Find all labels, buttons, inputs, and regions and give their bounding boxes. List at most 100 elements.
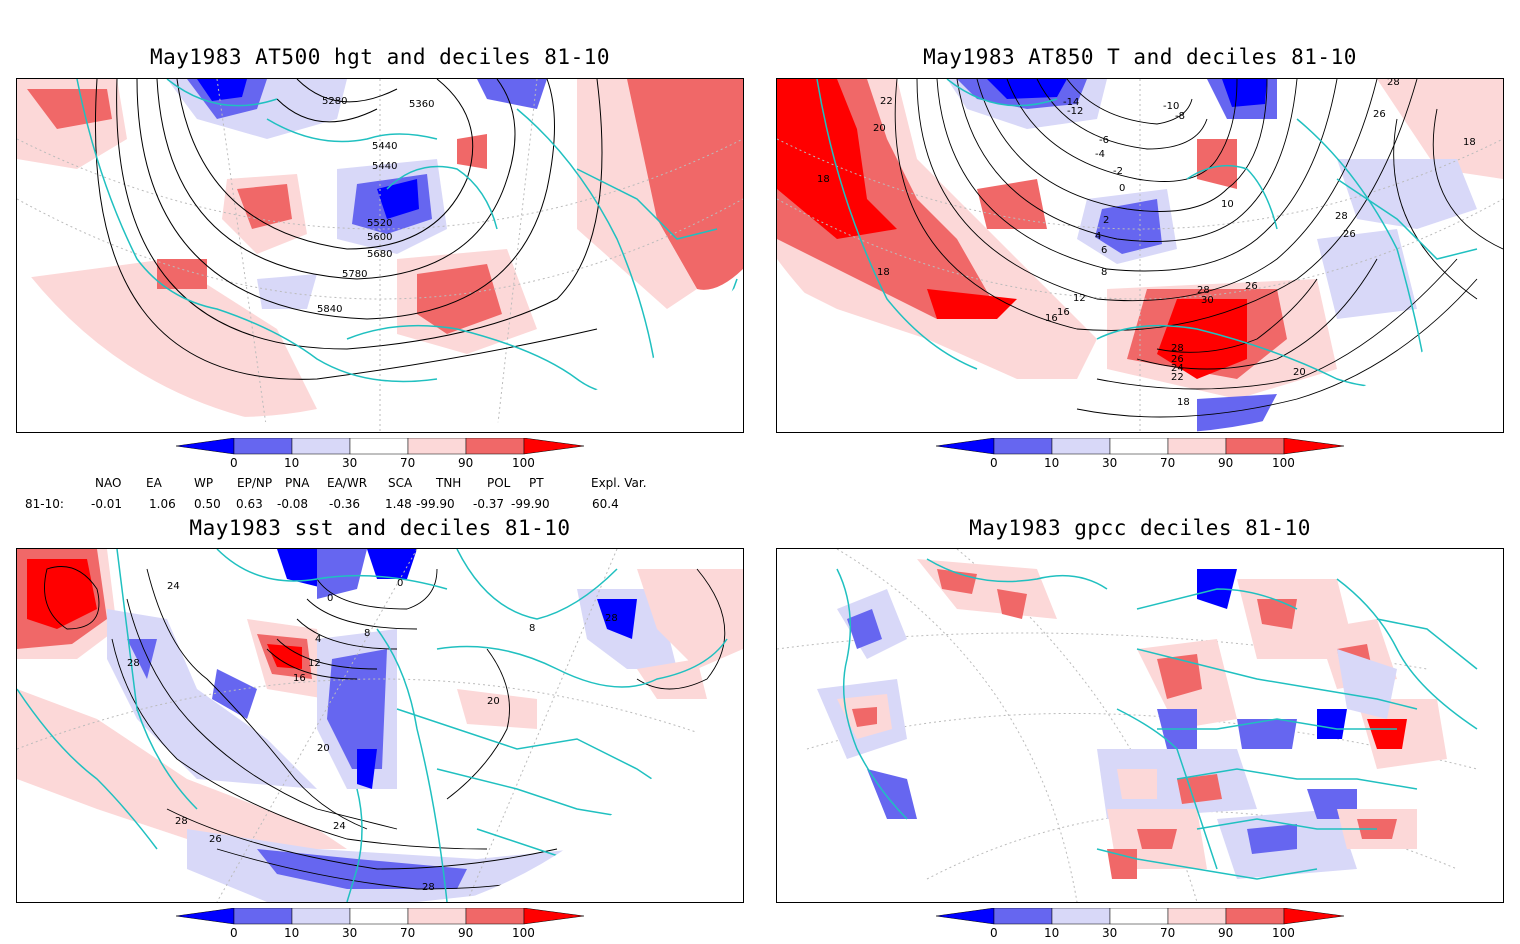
decile-shading [817,559,1447,879]
contour-label: 0 [1119,183,1125,194]
index-header: EA [146,476,162,490]
contour-label: 20 [487,696,500,707]
contour-label: 28 [422,882,435,893]
index-header: NAO [95,476,122,490]
map-panel-t850: 22 20 18 18 16 12 8 6 4 2 0 -2 -4 -6 -8 … [776,78,1504,433]
colorbar-tick: 0 [990,926,998,940]
contour-label: 16 [1045,313,1058,324]
contour-label: 2 [1103,215,1109,226]
index-value: 60.4 [592,497,619,511]
colorbar-tick: 0 [230,926,238,940]
index-header: EA/WR [327,476,368,490]
index-value: 0.50 [194,497,221,511]
contour-label: 8 [364,628,370,639]
panel-title-gpcc: May1983 gpcc deciles 81-10 [969,516,1311,540]
index-value: 0.63 [236,497,263,511]
index-header: WP [194,476,214,490]
index-header: Expl. Var. [591,476,647,490]
contour-label: 5440 [372,161,397,172]
index-header: SCA [388,476,413,490]
colorbar-tick: 70 [400,926,415,940]
contour-label: 28 [127,658,140,669]
colorbar-tick: 90 [1218,456,1233,470]
colorbar-tick: 10 [284,456,299,470]
contour-label: 18 [877,267,890,278]
contour-label: 28 [1171,343,1184,354]
contour-label: 18 [1177,397,1190,408]
contour-label: 18 [1463,137,1476,148]
contour-label: 8 [529,623,535,634]
map-panel-hgt500: 5280 5360 5440 5440 5520 5600 5680 5780 … [16,78,744,433]
index-header: PT [529,476,544,490]
colorbar-tick: 90 [1218,926,1233,940]
index-value: -0.36 [329,497,361,511]
contour-label: -10 [1163,101,1179,112]
index-header: TNH [436,476,462,490]
contour-label: 0 [327,593,333,604]
contour-label: 5680 [367,249,392,260]
contour-labels: 5280 5360 5440 5440 5520 5600 5680 5780 … [317,96,434,315]
colorbar-tick: 70 [1160,456,1175,470]
colorbar-tick: 30 [1102,456,1117,470]
colorbar-tick: 10 [1044,456,1059,470]
panel-title-hgt500: May1983 AT500 hgt and deciles 81-10 [149,45,611,69]
contour-label: 5840 [317,304,342,315]
coastlines [836,558,1478,880]
contour-label: 5520 [367,218,392,229]
grid-lines [17,549,743,902]
index-header: POL [487,476,511,490]
contour-label: 26 [209,834,222,845]
contour-label: 12 [1073,293,1086,304]
contour-labels: 22 20 18 18 16 12 8 6 4 2 0 -2 -4 -6 -8 … [817,79,1476,408]
contour-labels: 24 28 0 0 4 8 12 16 20 24 26 28 28 20 28… [127,578,618,893]
colorbar-tick: 70 [1160,926,1175,940]
contour-label: 22 [880,96,893,107]
contour-label: 8 [1101,267,1107,278]
panel-title-t850: May1983 AT850 T and deciles 81-10 [923,45,1357,69]
panel-title-sst: May1983 sst and deciles 81-10 [189,516,571,540]
contour-label: 28 [1197,285,1210,296]
colorbar-tick: 90 [458,456,473,470]
colorbar-tick: 10 [1044,926,1059,940]
colorbar-sst: 0 10 30 70 90 100 [175,907,586,940]
decile-shading [777,79,1503,432]
contour-label: 0 [397,578,403,589]
contour-label: 16 [1057,307,1070,318]
map-panel-sst: 24 28 0 0 4 8 12 16 20 24 26 28 28 20 28… [16,548,744,903]
contour-label: -14 [1063,97,1079,108]
contour-label: 4 [315,634,321,645]
contour-label: 5440 [372,141,397,152]
contour-label: 28 [1387,79,1400,88]
contour-label: 12 [308,658,321,669]
colorbar-tick: 30 [1102,926,1117,940]
contour-label: -4 [1095,149,1105,160]
colorbar-gpcc: 0 10 30 70 90 100 [935,907,1346,940]
colorbar-tick: 100 [512,456,535,470]
contour-label: 26 [1245,281,1258,292]
index-value: -0.08 [277,497,309,511]
contour-label: 26 [1373,109,1386,120]
contour-label: 28 [1335,211,1348,222]
contour-label: 24 [1171,363,1184,374]
index-value: -0.01 [91,497,123,511]
contour-label: 28 [175,816,188,827]
contour-label: -6 [1099,135,1109,146]
contour-label: -8 [1175,111,1185,122]
grid-lines [777,79,1503,432]
colorbar-tick: 10 [284,926,299,940]
contour-label: 5600 [367,232,392,243]
colorbar-tick: 90 [458,926,473,940]
contour-label: -2 [1113,166,1123,177]
contour-label: 5360 [409,99,434,110]
index-value: -99.90 [416,497,455,511]
contour-label: 4 [1095,231,1101,242]
height-contours [94,79,603,380]
decile-shading [17,79,743,417]
colorbar-tick: 30 [342,456,357,470]
colorbar-tick: 70 [400,456,415,470]
index-row-label: 81-10: [25,497,64,511]
colorbar-tick: 0 [230,456,238,470]
contour-label: 28 [605,613,618,624]
temperature-contours [894,79,1503,418]
contour-label: 20 [873,123,886,134]
